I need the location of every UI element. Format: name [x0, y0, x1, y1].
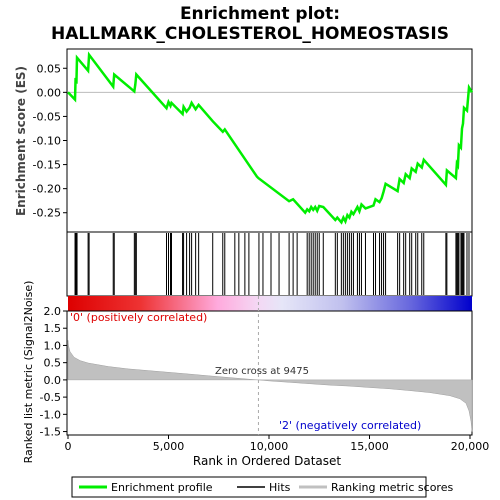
rank-xtick-label: 15,000 [350, 440, 389, 453]
enrichment-profile-line [67, 51, 474, 225]
legend-label-hits: Hits [269, 481, 291, 494]
zero-cross-label: Zero cross at 9475 [215, 366, 309, 377]
hits-group [74, 233, 470, 295]
es-ylabel: Enrichment score (ES) [14, 66, 28, 216]
hits-panel [66, 231, 473, 297]
es-tick-label: 0.05 [37, 62, 62, 75]
rank-xtick-label: 5,000 [153, 440, 185, 453]
es-tick-label: -0.25 [33, 207, 61, 220]
ranking-panel: 2.0 1.5 1.0 0.5 0.0 -0.5 -1.0 -1.5 0 5,000 10,000 1… [22, 281, 489, 468]
es-tick-label: -0.20 [33, 183, 61, 196]
legend: Enrichment profile Hits Ranking metric s… [71, 476, 453, 498]
es-tick-label: -0.05 [33, 110, 61, 123]
rank-ytick-label: 2.0 [44, 305, 62, 318]
es-panel-frame [66, 48, 473, 233]
rank-xtick-label: 20,000 [451, 440, 490, 453]
es-axis: 0.05 0.00 -0.05 -0.10 -0.15 -0.20 -0.25 [33, 62, 67, 220]
ranking-axis: 2.0 1.5 1.0 0.5 0.0 -0.5 -1.0 -1.5 0 5,000 10,000 1… [40, 305, 490, 453]
rank-ytick-label: 1.5 [44, 322, 62, 335]
rank-ytick-label: -0.5 [40, 391, 61, 404]
es-panel: 0.05 0.00 -0.05 -0.10 -0.15 -0.20 -0.25 Enrich… [14, 48, 474, 233]
rank-ytick-label: -1.5 [40, 426, 61, 439]
rank-xtick-label: 10,000 [250, 440, 289, 453]
rank-xtick-label: 0 [65, 440, 72, 453]
es-tick-label: -0.10 [33, 135, 61, 148]
rank-ytick-label: 0.5 [44, 357, 62, 370]
negative-correlation-label: '2' (negatively correlated) [279, 419, 421, 432]
es-tick-label: 0.00 [37, 86, 62, 99]
es-tick-label: -0.15 [33, 159, 61, 172]
ranking-xlabel: Rank in Ordered Dataset [193, 454, 341, 468]
chart-title-line2: HALLMARK_CHOLESTEROL_HOMEOSTASIS [51, 24, 449, 44]
ranking-color-bar [68, 296, 472, 311]
rank-ytick-label: -1.0 [40, 408, 61, 421]
chart-title-line1: Enrichment plot: [180, 4, 340, 24]
ranking-ylabel: Ranked list metric (Signal2Noise) [22, 281, 35, 464]
legend-label-ranking: Ranking metric scores [331, 481, 453, 494]
rank-ytick-label: 1.0 [44, 339, 62, 352]
positive-correlation-label: '0' (positively correlated) [70, 311, 207, 324]
rank-ytick-label: 0.0 [44, 374, 62, 387]
legend-label-enrichment: Enrichment profile [111, 481, 213, 494]
ranking-metric-area [67, 340, 473, 432]
